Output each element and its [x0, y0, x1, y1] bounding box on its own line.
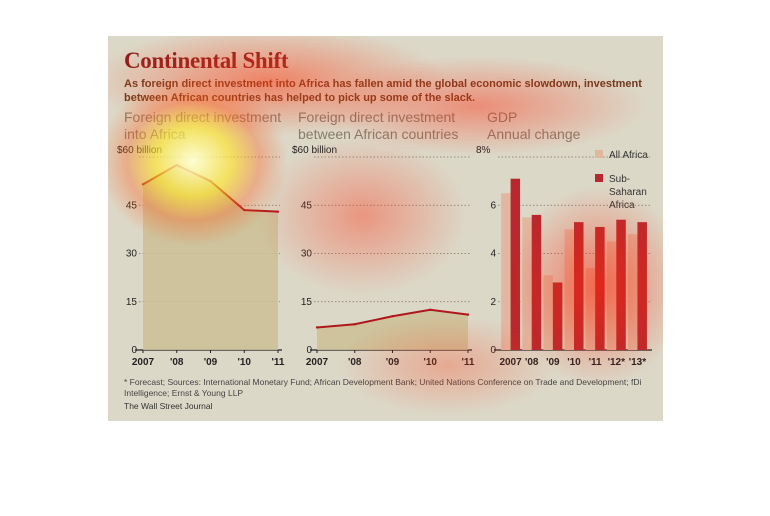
gdp-bar-all-africa: [522, 217, 532, 350]
gdp-legend-label-sub-saharan: Saharan: [609, 187, 647, 198]
fdi-africa-x-tick-label: '10: [237, 357, 251, 368]
gdp-y-tick-label: 0: [490, 345, 496, 356]
fdi-africa-data-point: [276, 210, 280, 213]
gdp-legend-swatch-sub-saharan: [595, 174, 603, 182]
gdp-y-tick-label: 2: [490, 297, 496, 308]
gdp-title-line-1: GDP: [487, 109, 518, 125]
gdp-legend-swatch-all-africa: [595, 150, 603, 158]
gdp-bar-all-africa: [606, 241, 617, 350]
gdp-title: GDP Annual change: [487, 109, 580, 143]
gdp-bar-all-africa: [627, 234, 638, 350]
intra-africa-data-point: [353, 323, 356, 326]
fdi-africa-y-tick-label: 45: [126, 200, 138, 211]
intra-africa-y-tick-label: 0: [306, 345, 312, 356]
gdp-bar-all-africa: [501, 193, 511, 350]
gdp-title-line-2: Annual change: [487, 126, 581, 142]
fdi-africa-data-point: [141, 183, 145, 186]
gdp-legend-label-sub-saharan: Africa: [609, 200, 635, 211]
fdi-africa-x-tick-label: 2007: [132, 357, 155, 368]
intra-africa-data-point: [391, 315, 394, 318]
gdp-legend-label-all-africa: All Africa: [609, 150, 648, 161]
gdp-bar-all-africa: [585, 267, 596, 350]
intra-africa-area: [317, 309, 468, 350]
gdp-x-tick-label: '11: [589, 357, 602, 368]
gdp-x-tick-label: '08: [525, 357, 539, 368]
gdp-bar-sub-saharan: [595, 226, 605, 350]
graphic-panel: Continental Shift As foreign direct inve…: [108, 36, 663, 421]
fdi-africa-y-tick-label: $60 billion: [117, 145, 162, 156]
intra-africa-x-tick-label: '09: [386, 357, 400, 368]
intra-africa-x-tick-label: 2007: [306, 357, 329, 368]
footnote: * Forecast; Sources: International Monet…: [124, 377, 642, 398]
gdp-y-tick-label: 4: [490, 249, 496, 260]
gdp-bar-all-africa: [543, 275, 553, 350]
gdp-bar-sub-saharan: [531, 214, 542, 350]
gdp-x-tick-label: '13*: [629, 357, 647, 368]
intra-africa-y-tick-label: 45: [301, 200, 313, 211]
gdp-x-tick-label: 2007: [499, 357, 522, 368]
intra-africa-x-tick-label: '10: [423, 357, 437, 368]
gdp-bar-all-africa: [564, 229, 574, 350]
fdi-africa-y-tick-label: 15: [126, 297, 138, 308]
fdi-africa-x-tick-label: '11: [272, 357, 285, 368]
intra-africa-x-tick-label: '08: [348, 357, 362, 368]
fdi-africa-data-point: [175, 163, 178, 167]
intra-africa-data-point: [315, 326, 319, 329]
gdp-bar-sub-saharan: [574, 222, 584, 350]
intra-africa-y-tick-label: $60 billion: [292, 145, 337, 156]
intra-africa-data-point: [466, 313, 470, 316]
gdp-x-tick-label: '09: [546, 357, 560, 368]
fdi-africa-data-point: [209, 179, 212, 183]
fdi-africa-x-tick-label: '08: [170, 357, 184, 368]
fdi-africa-area: [143, 165, 278, 350]
fdi-africa-y-tick-label: 0: [131, 345, 137, 356]
gdp-bar-sub-saharan: [616, 219, 626, 350]
gdp-bar-sub-saharan: [637, 222, 647, 350]
fdi-africa-y-tick-label: 30: [126, 249, 138, 260]
intra-africa-x-tick-label: '11: [462, 357, 475, 368]
intra-africa-y-tick-label: 15: [301, 297, 313, 308]
source-credit: The Wall Street Journal: [124, 401, 213, 411]
gdp-bar-sub-saharan: [552, 282, 563, 350]
fdi-africa-data-point: [243, 208, 246, 212]
gdp-y-tick-label: 8%: [476, 145, 491, 156]
gdp-x-tick-label: '10: [567, 357, 581, 368]
fdi-africa-x-tick-label: '09: [204, 357, 218, 368]
gdp-x-tick-label: '12*: [608, 357, 626, 368]
gdp-y-tick-label: 6: [490, 200, 496, 211]
intra-africa-data-point: [429, 308, 432, 311]
gdp-bar-sub-saharan: [510, 178, 521, 350]
gdp-legend-label-sub-saharan: Sub-: [609, 174, 630, 185]
intra-africa-y-tick-label: 30: [301, 249, 313, 260]
